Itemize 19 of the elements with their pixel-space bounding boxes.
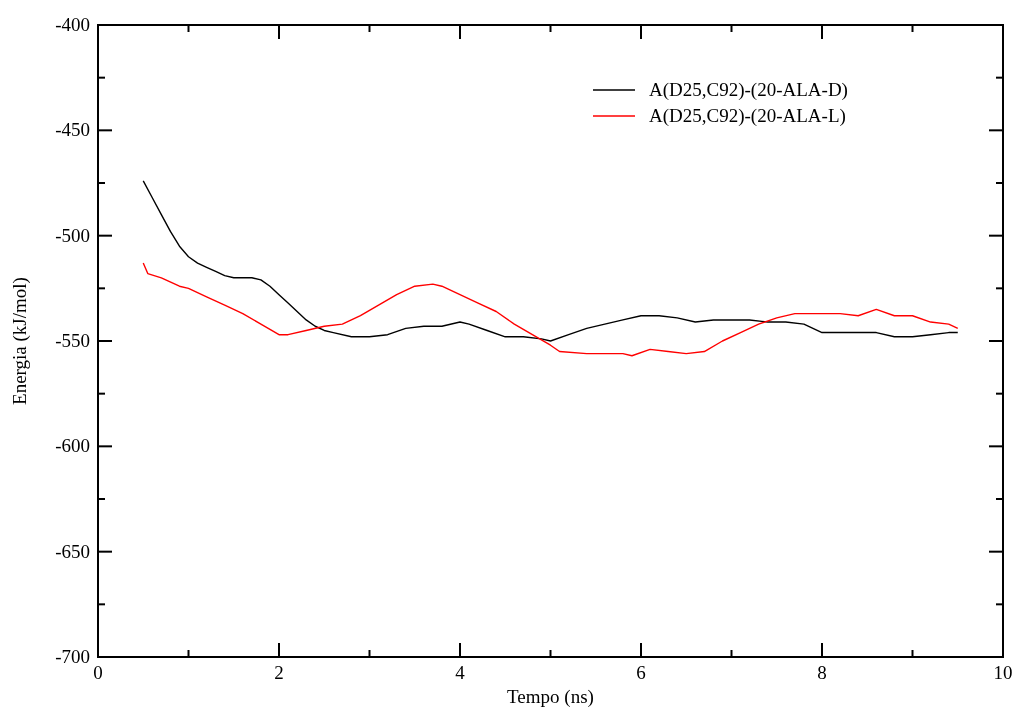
y-tick-label: -450 (55, 119, 90, 141)
x-tick-label: 0 (93, 662, 103, 683)
x-tick-label: 8 (817, 662, 827, 683)
y-tick-label: -400 (55, 14, 90, 35)
legend-label: A(D25,C92)-(20-ALA-D) (649, 79, 848, 101)
x-tick-label: 2 (274, 662, 284, 683)
x-tick-label: 6 (636, 662, 646, 683)
y-tick-label: -600 (55, 435, 90, 457)
y-tick-label: -700 (55, 646, 90, 667)
y-tick-label: -500 (55, 224, 90, 246)
y-tick-label: -550 (55, 330, 90, 351)
line-series (142, 262, 959, 357)
x-tick-label: 10 (993, 662, 1013, 683)
legend-label: A(D25,C92)-(20-ALA-L) (649, 105, 846, 127)
y-tick-label: -650 (55, 540, 90, 562)
line-series (142, 180, 959, 342)
y-axis-title: Energia (kJ/mol) (9, 277, 31, 405)
x-axis-title: Tempo (ns) (507, 686, 594, 708)
x-tick-label: 4 (455, 662, 466, 683)
